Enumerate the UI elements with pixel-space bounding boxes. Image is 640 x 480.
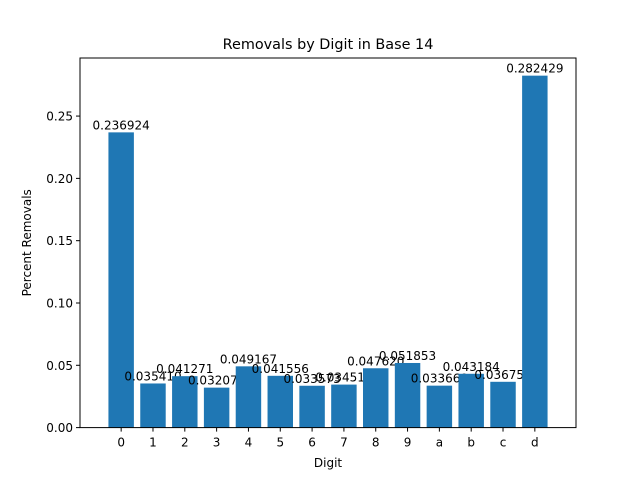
bar-value-label: 0.282429 (506, 62, 563, 76)
x-tick-label: 5 (276, 436, 284, 450)
bar (331, 384, 357, 428)
bar-value-label: 0.032072 (188, 374, 245, 388)
x-tick-label: 6 (308, 436, 316, 450)
x-axis-label: Digit (314, 456, 343, 470)
bar-value-label: 0.049167 (220, 352, 277, 366)
bar (140, 383, 166, 428)
bar (235, 366, 262, 428)
x-tick-label: 8 (372, 436, 380, 450)
x-tick-label: 0 (117, 436, 125, 450)
y-tick-label: 0.05 (46, 359, 73, 373)
x-tick-label: 3 (213, 436, 221, 450)
x-tick-label: 4 (245, 436, 253, 450)
x-tick-label: 2 (181, 436, 189, 450)
x-tick-label: b (467, 436, 475, 450)
bar (458, 373, 484, 428)
x-tick-label: 7 (340, 436, 348, 450)
bar-value-label: 0.033660 (411, 372, 468, 386)
plot-area: 0.236924 0 0.035410 1 0.041271 2 0.032072 3 0.04… (46, 62, 563, 450)
bar-value-label: 0.041271 (156, 362, 213, 376)
y-tick-label: 0.00 (46, 421, 73, 435)
bar-value-label: 0.047620 (347, 354, 404, 368)
y-axis-label: Percent Removals (20, 189, 34, 296)
plot-frame (79, 57, 577, 429)
x-tick-label: d (531, 436, 539, 450)
x-tick-label: a (436, 436, 443, 450)
bar (490, 381, 516, 428)
bar (522, 75, 548, 428)
bar-value-label: 0.041556 (252, 362, 309, 376)
bar (426, 385, 453, 428)
bar (203, 387, 230, 428)
bar-value-label: 0.034515 (315, 371, 372, 385)
bar-value-label: 0.043184 (443, 360, 500, 374)
bar (108, 132, 134, 428)
bar (299, 385, 325, 428)
bar (172, 376, 198, 428)
bar (394, 362, 421, 428)
x-tick-label: 9 (404, 436, 412, 450)
y-tick-label: 0.15 (46, 234, 73, 248)
bar-value-label: 0.036753 (474, 368, 531, 382)
y-tick-label: 0.25 (46, 110, 73, 124)
bar-value-label: 0.051853 (379, 349, 436, 363)
bar (363, 368, 389, 428)
chart-title: Removals by Digit in Base 14 (223, 37, 434, 53)
y-tick-label: 0.10 (46, 296, 73, 310)
bar-value-label: 0.236924 (93, 118, 150, 132)
bar (267, 375, 293, 428)
y-tick-label: 0.20 (46, 172, 73, 186)
bar-value-label: 0.035410 (124, 369, 181, 383)
x-tick-label: 1 (149, 436, 157, 450)
bar-value-label: 0.033573 (283, 372, 340, 386)
x-tick-label: c (500, 436, 507, 450)
